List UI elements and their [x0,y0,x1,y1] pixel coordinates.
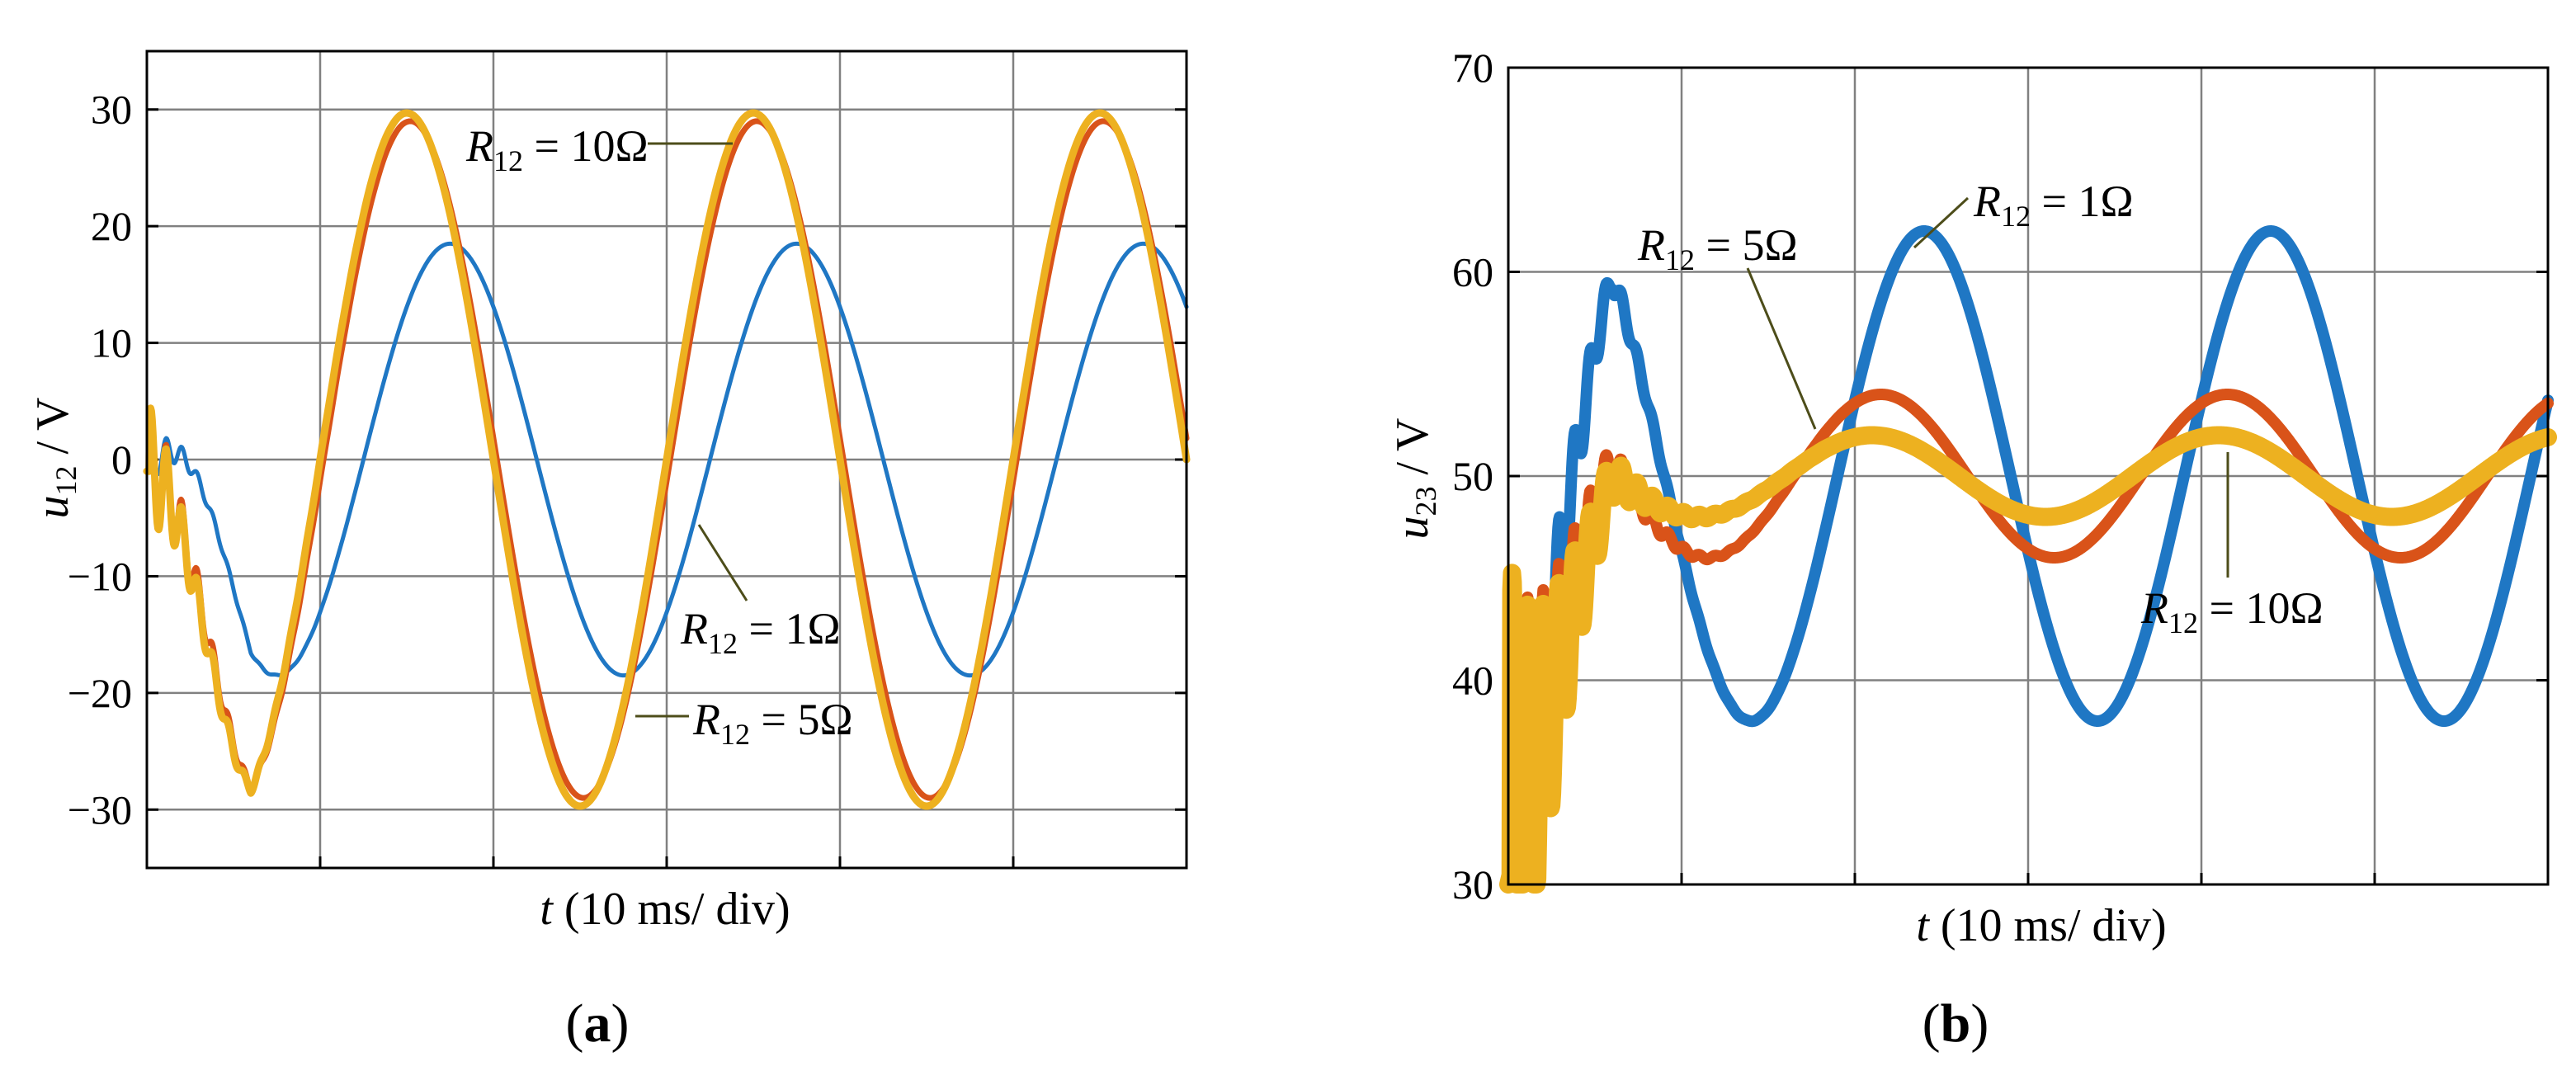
y-tick-labels-b: 30 40 50 60 70 [1452,45,1493,908]
series-group-a [143,109,1191,810]
y-axis-label-a: u12 / V [27,398,83,519]
y-tick-label: 30 [91,87,132,133]
annotation-r5-a: R12 = 5Ω [635,695,853,751]
plot-frame-a [145,50,1188,870]
annotation-r10-b: R12 = 10Ω [2140,452,2324,639]
y-tick-label: 30 [1452,861,1493,908]
x-axis-label-a: t (10 ms/ div) [540,884,790,935]
svg-text:R12 = 10Ω: R12 = 10Ω [2140,583,2324,639]
series-line-r1 [144,241,1189,678]
series-line-r10 [1499,426,2557,894]
y-tick-label: 70 [1452,45,1493,91]
series-group-b [1499,225,2557,894]
series-line-r10 [143,109,1191,810]
svg-text:R12 = 1Ω: R12 = 1Ω [1973,177,2134,233]
panel-label-a: (a) [566,993,630,1054]
y-tick-label: −10 [68,553,132,599]
annotation-r5-b: R12 = 5Ω [1637,220,1817,430]
y-tick-label: 0 [111,436,132,483]
annotation-r10-a: R12 = 10Ω [465,121,733,177]
plot-frame-b [1507,66,2550,886]
y-tick-label: −20 [68,670,132,716]
y-tick-label: 50 [1452,453,1493,499]
y-tick-label: −30 [68,786,132,832]
svg-text:R12 = 10Ω: R12 = 10Ω [465,121,649,177]
y-tick-label: 20 [91,203,132,249]
x-axis-label-b: t (10 ms/ div) [1916,900,2166,951]
y-tick-label: 40 [1452,658,1493,704]
annotation-r1-b: R12 = 1Ω [1913,177,2134,249]
svg-text:R12 = 1Ω: R12 = 1Ω [680,604,841,660]
svg-text:R12 = 5Ω: R12 = 5Ω [1637,220,1798,276]
series-line-r5 [1503,389,2554,890]
svg-text:R12 = 5Ω: R12 = 5Ω [692,695,853,751]
y-tick-label: 60 [1452,249,1493,295]
chart-panel-b: 30 40 50 60 70 u23 / V t (10 ms/ div) (b) R1… [1387,45,2557,1054]
annotation-r1-a: R12 = 1Ω [680,524,841,660]
y-tick-labels-a: −30 −20 −10 0 10 20 30 [68,87,132,833]
panel-label-b: (b) [1923,993,1989,1054]
y-tick-label: 10 [91,320,132,366]
y-axis-label-b: u23 / V [1387,418,1442,540]
